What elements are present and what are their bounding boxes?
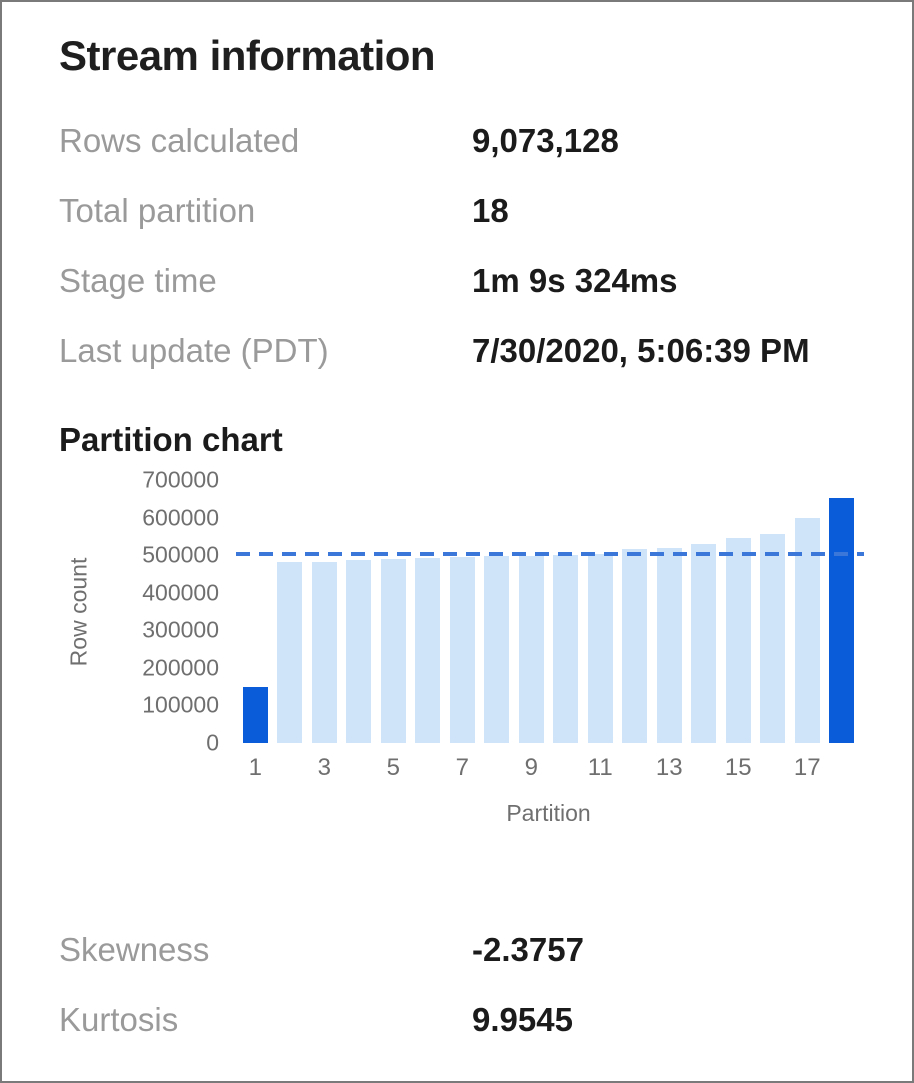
bar-slot-8 [480, 480, 515, 743]
x-tick-label-13: 13 [655, 754, 683, 781]
bar-partition-7[interactable] [449, 557, 475, 743]
last-update-label: Last update (PDT) [59, 332, 329, 369]
x-tick-label-9: 9 [524, 754, 538, 781]
bar-slot-4 [342, 480, 377, 743]
bar-slot-5 [376, 480, 411, 743]
bar-slot-3 [307, 480, 342, 743]
x-tick-label-3: 3 [317, 754, 331, 781]
info-row-total-partition: Total partition 18 [59, 188, 876, 233]
kurtosis-value: 9.9545 [472, 1001, 573, 1038]
bar-slot-1 [238, 480, 273, 743]
bar-slot-17 [790, 480, 825, 743]
bar-slot-18 [825, 480, 860, 743]
y-tick-label-200000: 200000 [142, 654, 219, 681]
bar-slot-15 [721, 480, 756, 743]
total-partition-value: 18 [472, 192, 509, 229]
bar-slot-6 [411, 480, 446, 743]
x-tick-label-17: 17 [793, 754, 821, 781]
x-tick-label-6 [411, 753, 446, 782]
x-tick-label-14 [687, 753, 722, 782]
info-row-last-update: Last update (PDT) 7/30/2020, 5:06:39 PM [59, 328, 876, 373]
bar-partition-10[interactable] [553, 554, 579, 743]
bar-slot-9 [514, 480, 549, 743]
x-tick-label-16 [756, 753, 791, 782]
bar-partition-5[interactable] [380, 558, 406, 743]
y-tick-label-500000: 500000 [142, 541, 219, 568]
y-axis-title-container: Row count [59, 480, 99, 743]
x-tick-label-10 [549, 753, 584, 782]
y-tick-label-600000: 600000 [142, 504, 219, 531]
bar-slot-2 [273, 480, 308, 743]
bar-slot-10 [549, 480, 584, 743]
y-tick-label-100000: 100000 [142, 691, 219, 718]
total-partition-label: Total partition [59, 192, 256, 229]
bar-partition-14[interactable] [691, 543, 717, 743]
x-tick-label-18 [825, 753, 860, 782]
info-rows: Rows calculated 9,073,128 Total partitio… [59, 118, 876, 373]
bar-slot-13 [652, 480, 687, 743]
info-row-stage-time: Stage time 1m 9s 324ms [59, 258, 876, 303]
bar-slot-12 [618, 480, 653, 743]
x-tick-label-1: 1 [248, 754, 262, 781]
y-tick-label-400000: 400000 [142, 579, 219, 606]
y-axis-labels: 0 100000 200000 300000 400000 500000 600000 700… [99, 468, 219, 754]
stage-time-label: Stage time [59, 262, 217, 299]
stat-row-kurtosis: Kurtosis 9.9545 [59, 997, 876, 1042]
x-tick-label-7: 7 [455, 754, 469, 781]
last-update-value: 7/30/2020, 5:06:39 PM [472, 332, 810, 369]
x-tick-label-8 [480, 753, 515, 782]
stage-time-value: 1m 9s 324ms [472, 262, 678, 299]
chart-heading: Partition chart [59, 421, 283, 458]
bar-slot-16 [756, 480, 791, 743]
bar-partition-6[interactable] [415, 557, 441, 743]
bar-partition-4[interactable] [346, 560, 372, 743]
stats-rows: Skewness -2.3757 Kurtosis 9.9545 [59, 927, 876, 1042]
rows-calculated-label: Rows calculated [59, 122, 300, 159]
x-tick-label-11: 11 [587, 754, 613, 781]
plot-column: 1 3 5 7 9 11 13 15 17 Partition [236, 480, 864, 827]
bar-partition-3[interactable] [311, 561, 337, 743]
kurtosis-label: Kurtosis [59, 1001, 179, 1038]
bar-partition-11[interactable] [587, 554, 613, 743]
x-tick-label-4 [342, 753, 377, 782]
bar-slot-11 [583, 480, 618, 743]
stat-row-skewness: Skewness -2.3757 [59, 927, 876, 972]
x-tick-label-12 [618, 753, 653, 782]
rows-calculated-value: 9,073,128 [472, 122, 619, 159]
bar-partition-8[interactable] [484, 556, 510, 743]
bar-partition-16[interactable] [760, 533, 786, 743]
average-dashed-line [236, 551, 864, 556]
bar-partition-1[interactable] [242, 686, 268, 743]
x-axis-title: Partition [506, 800, 591, 826]
bar-partition-15[interactable] [725, 537, 751, 743]
page-title: Stream information [59, 32, 436, 79]
x-tick-label-15: 15 [724, 754, 752, 781]
skewness-value: -2.3757 [472, 931, 584, 968]
y-axis-title: Row count [65, 557, 92, 666]
y-tick-label-700000: 700000 [142, 466, 219, 493]
x-tick-label-2 [273, 753, 308, 782]
skewness-label: Skewness [59, 931, 210, 968]
bar-partition-18[interactable] [829, 498, 855, 743]
y-tick-label-300000: 300000 [142, 616, 219, 643]
bar-partition-12[interactable] [622, 549, 648, 743]
bar-partition-2[interactable] [277, 562, 303, 743]
x-tick-label-5: 5 [386, 754, 400, 781]
x-axis-labels: 1 3 5 7 9 11 13 15 17 [238, 753, 859, 782]
partition-chart: Row count 0 100000 200000 300000 400000 50000… [59, 468, 876, 827]
bar-slot-14 [687, 480, 722, 743]
bar-partition-13[interactable] [656, 548, 682, 743]
y-tick-label-0: 0 [206, 729, 219, 756]
bar-slot-7 [445, 480, 480, 743]
info-row-rows-calculated: Rows calculated 9,073,128 [59, 118, 876, 163]
plot-area [236, 480, 864, 743]
bar-partition-9[interactable] [518, 555, 544, 743]
